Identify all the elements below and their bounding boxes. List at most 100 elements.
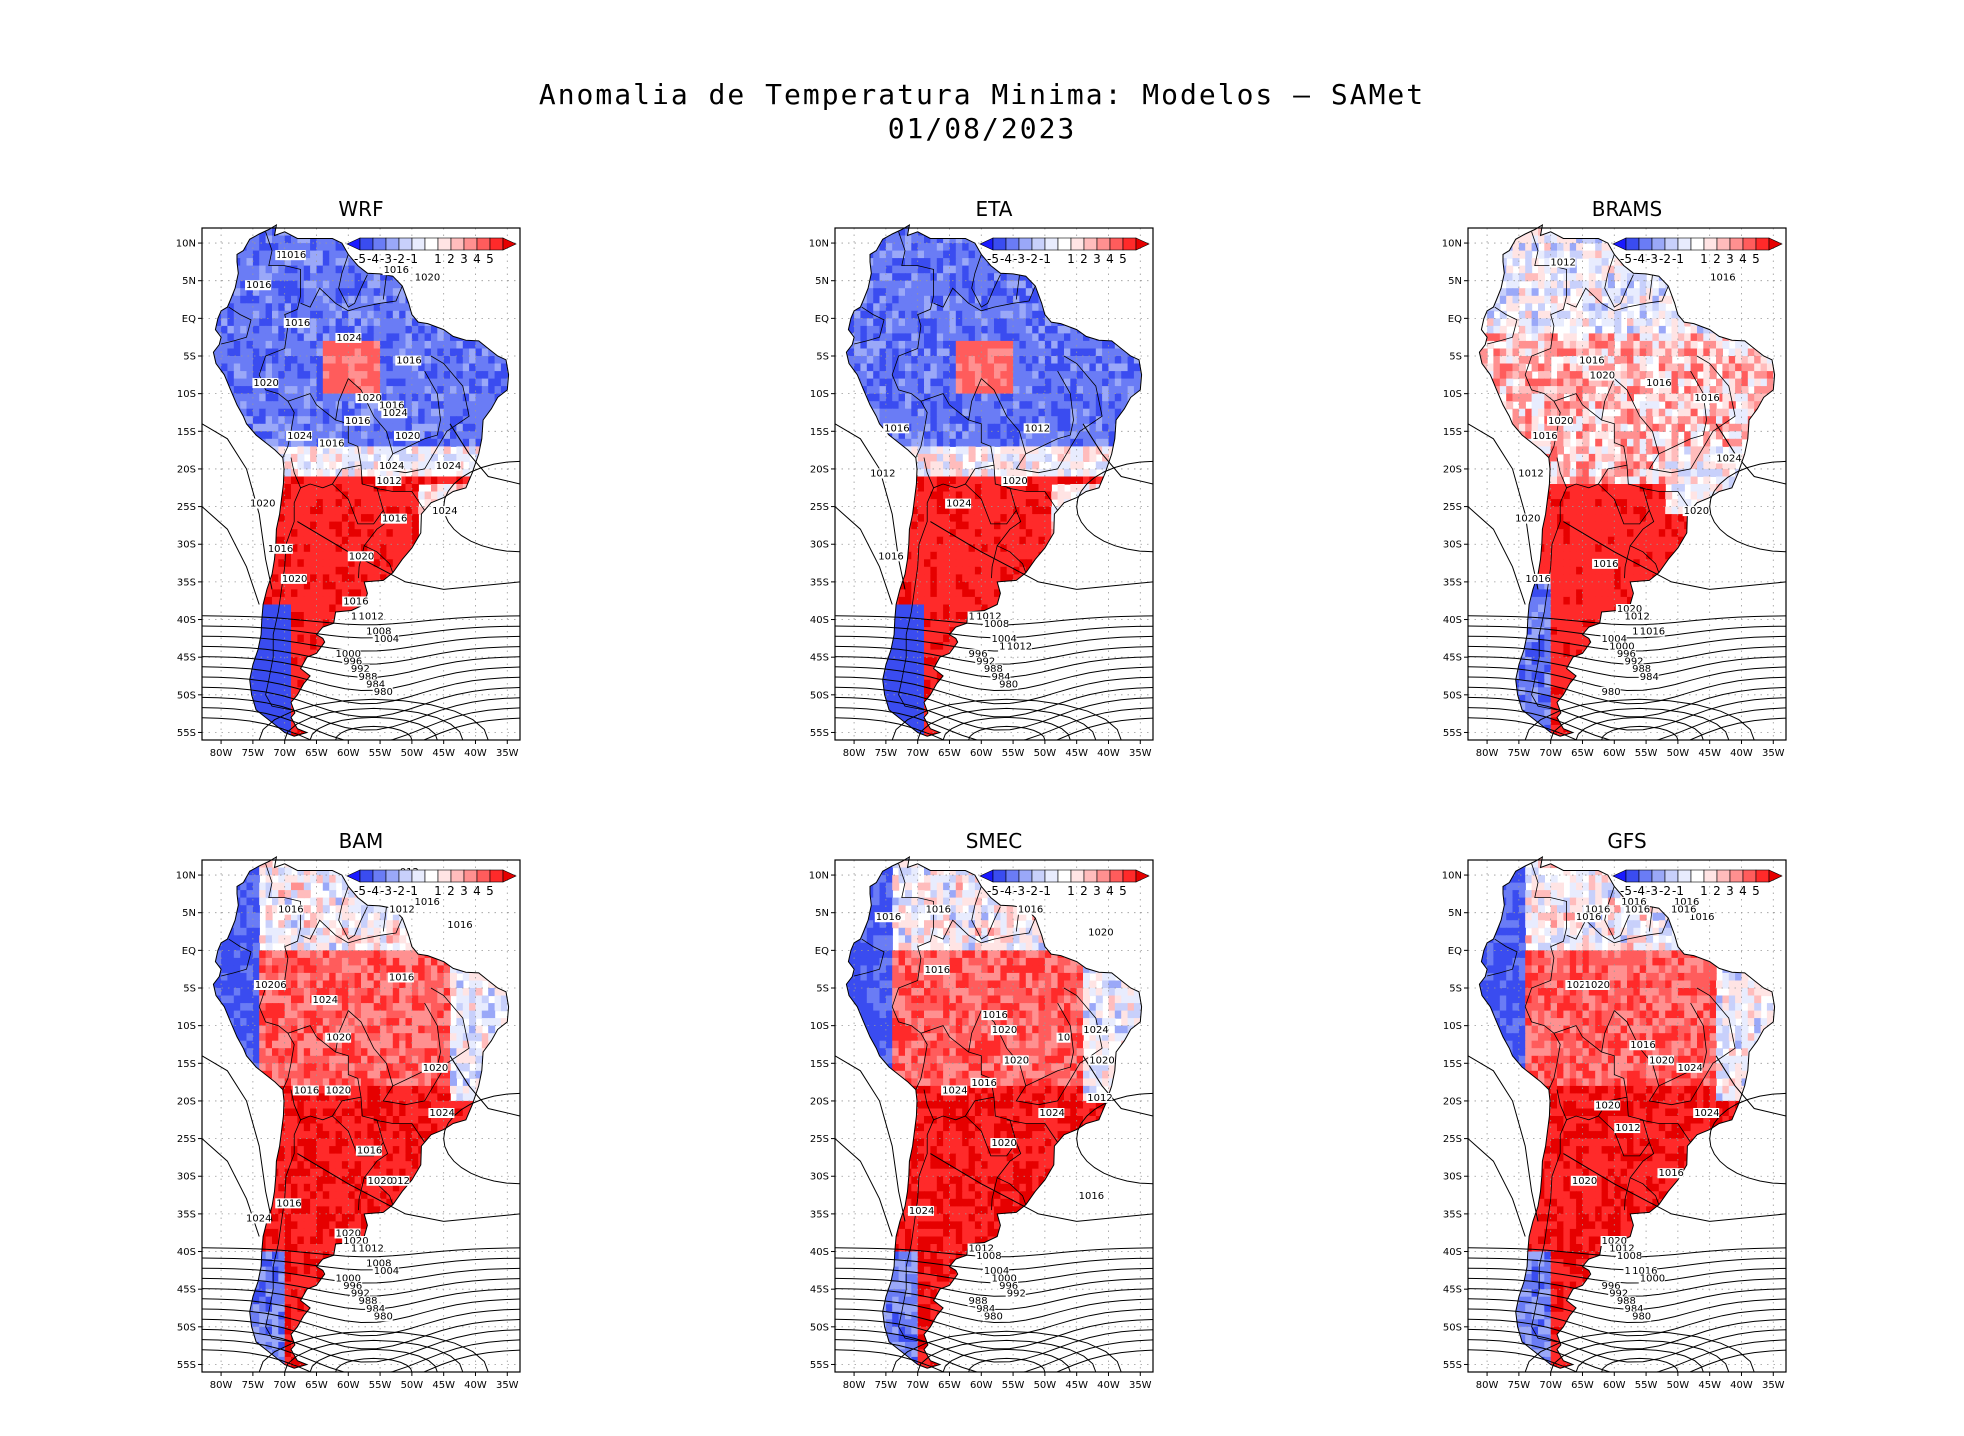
colorbar-label: 5 bbox=[486, 252, 494, 266]
lon-tick-label: 40W bbox=[1730, 1380, 1753, 1391]
lon-tick-label: 55W bbox=[1635, 748, 1658, 759]
lon-tick-label: 75W bbox=[242, 748, 265, 759]
isobar-label: 1020 bbox=[1595, 1100, 1620, 1111]
isobar-label: 1024 bbox=[336, 333, 361, 344]
lat-tick-label: 50S bbox=[810, 1322, 829, 1333]
isobar-label: 1012 bbox=[1550, 258, 1575, 269]
lat-tick-label: 5N bbox=[182, 908, 196, 919]
panel-map: BAM0121016101210161016101610206102410201… bbox=[176, 829, 521, 1391]
isobar-label: 1016 bbox=[357, 1146, 382, 1157]
map-frame bbox=[834, 227, 1154, 741]
lon-tick-label: 40W bbox=[464, 1380, 487, 1391]
lon-tick-label: 35W bbox=[1129, 1380, 1152, 1391]
lon-tick-label: 40W bbox=[1730, 748, 1753, 759]
lat-tick-label: 35S bbox=[177, 577, 196, 588]
isobar-label: 1012 bbox=[1609, 1244, 1634, 1255]
isobar-label: 1024 bbox=[942, 1085, 967, 1096]
isobar-label: 1016 bbox=[1671, 905, 1696, 916]
isobar-label: 1020 bbox=[1572, 1176, 1597, 1187]
isobar-label: 996 bbox=[343, 1281, 362, 1292]
isobar-label: 1020 bbox=[368, 1176, 393, 1187]
map-frame bbox=[1467, 859, 1787, 1373]
colorbar-label: 2 bbox=[1713, 884, 1721, 898]
map-frame bbox=[201, 227, 521, 741]
axis-ticks: 10N 5N EQ 5S 10S 15S 20S 25S 30S 35S 40S 45S 50S 55S 8… bbox=[176, 871, 519, 1391]
isobar-label: 1012 bbox=[1087, 1093, 1112, 1104]
lat-tick-label: 5S bbox=[816, 984, 829, 995]
colorbar-label: -5 bbox=[1620, 252, 1632, 266]
lat-tick-label: EQ bbox=[182, 314, 196, 325]
coastline bbox=[845, 224, 1143, 737]
colorbar-swatch bbox=[1677, 869, 1692, 883]
panel-title: BRAMS bbox=[1592, 197, 1662, 221]
colorbar-swatch bbox=[1005, 237, 1020, 251]
colorbar-swatch bbox=[1122, 237, 1137, 251]
lat-tick-label: 10S bbox=[177, 389, 196, 400]
lon-tick-label: 75W bbox=[242, 1380, 265, 1391]
isobar-label: 1024 bbox=[429, 1108, 454, 1119]
colorbar-swatch bbox=[1625, 869, 1640, 883]
panel-map: BRAMS 1012 1016 1016 1020 1016 1016 1020 1016 102… bbox=[1442, 197, 1787, 759]
colorbar-swatch bbox=[1664, 237, 1679, 251]
isobar-label: 1016 bbox=[1585, 905, 1610, 916]
colorbar-label: 4 bbox=[473, 252, 481, 266]
lon-tick-label: 75W bbox=[1508, 748, 1531, 759]
isobar-label: 1020 bbox=[1649, 1055, 1674, 1066]
isobar-label: 1016 bbox=[276, 1198, 301, 1209]
panel-gfs: GFS1016101610161210161016101610161020102… bbox=[1426, 822, 1846, 1422]
lat-tick-label: 55S bbox=[177, 728, 196, 739]
lat-tick-label: 15S bbox=[177, 427, 196, 438]
lon-tick-label: 65W bbox=[938, 748, 961, 759]
colorbar-swatch bbox=[1664, 869, 1679, 883]
isobar-label: 1012 bbox=[358, 1244, 383, 1255]
isobar-label: 988 bbox=[984, 664, 1003, 675]
colorbar-swatch bbox=[476, 869, 491, 883]
isobar-label: 1012 bbox=[870, 468, 895, 479]
colorbar-swatch bbox=[1031, 237, 1046, 251]
colorbar-label: -3 bbox=[380, 884, 392, 898]
lat-tick-label: 10S bbox=[810, 1021, 829, 1032]
isobar-label: 1012 bbox=[969, 1244, 994, 1255]
colorbar-swatch bbox=[1044, 869, 1059, 883]
isobar-label: 996 bbox=[969, 649, 988, 660]
lat-tick-label: 5N bbox=[815, 908, 829, 919]
lat-tick-label: 55S bbox=[1443, 1360, 1462, 1371]
lon-tick-label: 65W bbox=[1571, 748, 1594, 759]
lon-tick-label: 45W bbox=[1698, 1380, 1721, 1391]
lat-tick-label: 5N bbox=[1448, 276, 1462, 287]
lon-tick-label: 45W bbox=[432, 1380, 455, 1391]
isobar-label: 1016 bbox=[1532, 431, 1557, 442]
colorbar-swatch bbox=[1677, 237, 1692, 251]
colorbar-label: -3 bbox=[1646, 884, 1658, 898]
colorbar-label: 1 bbox=[1700, 252, 1708, 266]
isobar-label: 984 bbox=[976, 1304, 995, 1315]
lon-tick-label: 75W bbox=[1508, 1380, 1531, 1391]
isobar-label: 988 bbox=[1617, 1296, 1636, 1307]
coastline bbox=[212, 224, 510, 737]
isobar-label: 1016 bbox=[1632, 1266, 1657, 1277]
colorbar-label: 5 bbox=[486, 884, 494, 898]
colorbar: -5 -4 -3 -2 -1 1 2 3 4 5 bbox=[346, 869, 517, 898]
lat-tick-label: 40S bbox=[810, 615, 829, 626]
lon-tick-label: 40W bbox=[464, 748, 487, 759]
colorbar-label: 1 bbox=[434, 884, 442, 898]
isobar-label: 1024 bbox=[1083, 1025, 1108, 1036]
lat-tick-label: 25S bbox=[810, 502, 829, 513]
colorbar-label: 3 bbox=[1726, 252, 1734, 266]
lat-tick-label: EQ bbox=[815, 946, 829, 957]
isobar-label: 1024 bbox=[946, 499, 971, 510]
figure-title: Anomalia de Temperatura Minima: Modelos … bbox=[0, 78, 1964, 111]
colorbar-swatch bbox=[1083, 869, 1098, 883]
lat-tick-label: 50S bbox=[177, 1322, 196, 1333]
lon-tick-label: 80W bbox=[210, 748, 233, 759]
lon-tick-label: 70W bbox=[273, 1380, 296, 1391]
isobar-label: 1016 bbox=[281, 250, 306, 261]
isobar-label: 1024 bbox=[246, 1213, 271, 1224]
isobar-label: 1012 bbox=[358, 612, 383, 623]
lon-tick-label: 70W bbox=[906, 748, 929, 759]
colorbar-label: -2 bbox=[1026, 252, 1038, 266]
colorbar-label: 1 bbox=[1700, 884, 1708, 898]
colorbar: -5 -4 -3 -2 -1 1 2 3 4 5 bbox=[1612, 869, 1783, 898]
colorbar-label: -2 bbox=[393, 884, 405, 898]
isobar-label: 1020 bbox=[423, 1063, 448, 1074]
